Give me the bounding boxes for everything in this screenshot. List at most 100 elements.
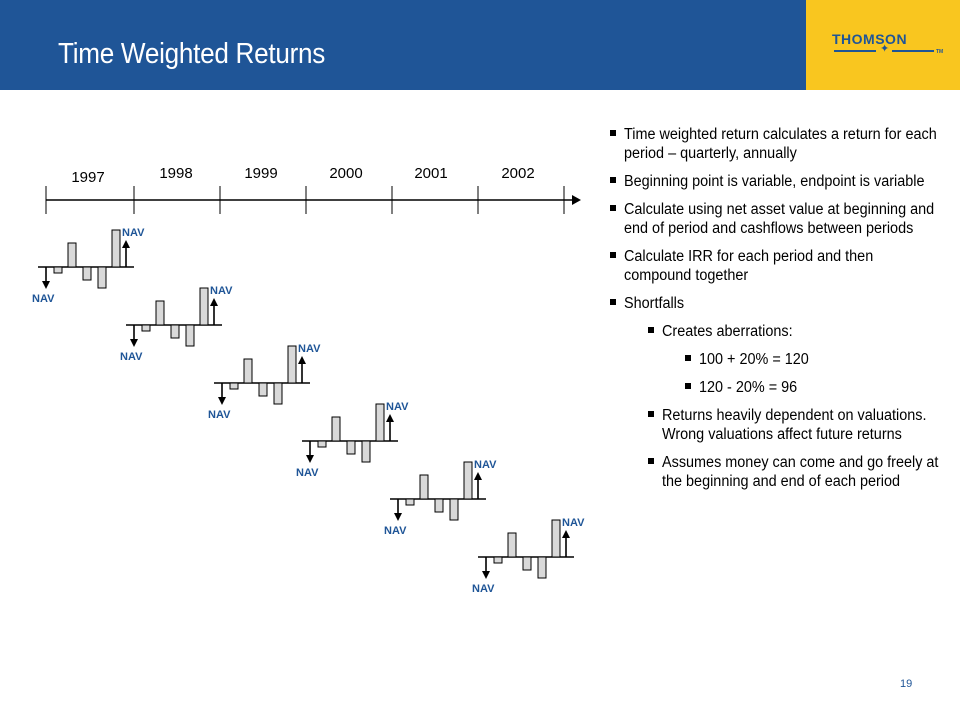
nav-label-start: NAV <box>384 525 407 537</box>
cashflow-bar <box>463 461 473 500</box>
logo-star-icon: ✦ <box>880 43 890 55</box>
cashflow-bar <box>170 324 180 339</box>
nav-label-end: NAV <box>210 285 233 297</box>
nav-out-arrowhead <box>306 455 314 463</box>
bullet-item-level2: Assumes money can come and go freely at … <box>607 453 942 491</box>
logo-wordmark: THOMSON <box>832 31 908 47</box>
header-bar: Time Weighted Returns <box>0 0 806 90</box>
cashflow-bar <box>273 382 283 405</box>
bullet-square-icon <box>610 177 616 183</box>
cashflow-bar <box>375 403 385 442</box>
bullet-item-level1: Calculate IRR for each period and then c… <box>607 247 942 285</box>
cashflow-diagram: NAV NAV <box>208 343 321 421</box>
bullet-item-level3: 100 + 20% = 120 <box>607 350 942 369</box>
cashflow-bar <box>537 556 547 579</box>
bullet-square-icon <box>610 252 616 258</box>
bullet-square-icon <box>648 458 654 464</box>
cashflow-diagram: NAV NAV <box>120 285 233 363</box>
logo-rule-right <box>892 50 934 52</box>
year-label: 1997 <box>71 169 104 186</box>
bullet-item-level1: Shortfalls <box>607 294 942 313</box>
year-label: 2001 <box>414 165 447 182</box>
cashflow-bar <box>287 345 297 384</box>
nav-in-arrowhead <box>562 530 570 538</box>
cashflow-bar <box>331 416 341 442</box>
slide-title: Time Weighted Returns <box>58 38 326 70</box>
bullet-text: Assumes money can come and go freely at … <box>662 454 939 490</box>
year-label: 1999 <box>244 165 277 182</box>
page-number: 19 <box>900 678 913 690</box>
nav-label-start: NAV <box>296 467 319 479</box>
nav-label-start: NAV <box>120 351 143 363</box>
bullet-square-icon <box>685 355 691 361</box>
cashflow-bar <box>493 556 503 564</box>
nav-label-start: NAV <box>472 583 495 595</box>
nav-out-arrowhead <box>130 339 138 347</box>
nav-label-start: NAV <box>208 409 231 421</box>
cashflow-bar <box>507 532 517 558</box>
nav-label-end: NAV <box>386 401 409 413</box>
logo-trademark: TM <box>936 49 944 55</box>
timeline-diagram: 1997 1998 1999 2000 2001 2002 NAVNAVNAVNAVNAV… <box>32 165 585 595</box>
cashflow-bar <box>405 498 415 506</box>
cashflow-bar <box>185 324 195 347</box>
logo-rule-left <box>834 50 876 52</box>
nav-label-start: NAV <box>32 293 55 305</box>
timeline-axis <box>45 186 581 214</box>
cashflow-bar <box>155 300 165 326</box>
cashflow-bar <box>243 358 253 384</box>
nav-out-arrowhead <box>394 513 402 521</box>
bullet-text: Creates aberrations: <box>662 323 793 340</box>
nav-label-end: NAV <box>474 459 497 471</box>
cashflow-bar <box>419 474 429 500</box>
bullet-item-level1: Time weighted return calculates a return… <box>607 125 942 163</box>
nav-out-arrowhead <box>218 397 226 405</box>
cashflow-diagram: NAV NAV <box>384 459 497 537</box>
timeline-arrowhead <box>572 195 581 205</box>
cashflow-bar <box>199 287 209 326</box>
cashflow-bar <box>82 266 92 281</box>
nav-label-end: NAV <box>562 517 585 529</box>
bullet-text: Calculate IRR for each period and then c… <box>624 248 874 284</box>
bullet-text: Beginning point is variable, endpoint is… <box>624 173 925 190</box>
nav-in-arrowhead <box>474 472 482 480</box>
cashflow-bar <box>434 498 444 513</box>
year-label: 1998 <box>159 165 192 182</box>
year-label: 2002 <box>501 165 534 182</box>
cashflow-bar <box>361 440 371 463</box>
year-label: 2000 <box>329 165 362 182</box>
cashflow-bar <box>551 519 561 558</box>
nav-out-arrowhead <box>482 571 490 579</box>
thomson-logo: THOMSON ✦ TM <box>806 0 960 90</box>
bullet-item-level2: Returns heavily dependent on valuations.… <box>607 406 942 444</box>
bullet-square-icon <box>685 383 691 389</box>
bullet-text: Shortfalls <box>624 295 685 312</box>
bullet-item-level3: 120 - 20% = 96 <box>607 378 942 397</box>
bullet-item-level1: Calculate using net asset value at begin… <box>607 200 942 238</box>
nav-label-end: NAV <box>122 227 145 239</box>
cashflow-diagram: NAV NAV <box>472 517 585 595</box>
bullet-item-level2: Creates aberrations: <box>607 322 942 341</box>
cashflow-bar <box>97 266 107 289</box>
bullet-text: Returns heavily dependent on valuations.… <box>662 407 927 443</box>
bullet-text: 120 - 20% = 96 <box>699 379 798 396</box>
cashflow-bar <box>229 382 239 390</box>
cashflow-diagrams: NAV NAV NAV NAV NAV NAV NAV NAV NAV NAV NAV NAV <box>32 227 585 595</box>
nav-in-arrowhead <box>210 298 218 306</box>
cashflow-bar <box>346 440 356 455</box>
bullet-square-icon <box>610 205 616 211</box>
bullet-list: Time weighted return calculates a return… <box>607 125 942 500</box>
cashflow-bar <box>258 382 268 397</box>
bullet-item-level1: Beginning point is variable, endpoint is… <box>607 172 942 191</box>
cashflow-bar <box>317 440 327 448</box>
bullet-square-icon <box>648 411 654 417</box>
bullet-square-icon <box>610 299 616 305</box>
year-labels: 1997 1998 1999 2000 2001 2002 <box>71 165 534 186</box>
cashflow-bar <box>522 556 532 571</box>
cashflow-bar <box>53 266 63 274</box>
nav-in-arrowhead <box>122 240 130 248</box>
cashflow-bar <box>111 229 121 268</box>
bullet-square-icon <box>610 130 616 136</box>
nav-label-end: NAV <box>298 343 321 355</box>
cashflow-diagram: NAV NAV <box>32 227 145 305</box>
